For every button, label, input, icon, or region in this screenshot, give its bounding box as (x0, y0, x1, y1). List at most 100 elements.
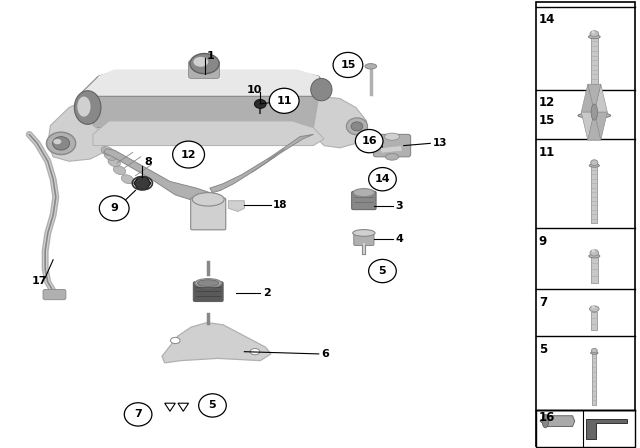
Ellipse shape (108, 158, 120, 167)
FancyBboxPatch shape (191, 198, 226, 230)
FancyBboxPatch shape (536, 410, 634, 447)
Text: 16: 16 (362, 136, 377, 146)
Text: 12: 12 (181, 150, 196, 159)
Text: 7: 7 (134, 409, 142, 419)
Ellipse shape (592, 31, 595, 34)
Text: 9: 9 (539, 235, 547, 248)
Ellipse shape (74, 90, 101, 124)
Ellipse shape (311, 78, 332, 101)
Text: 15: 15 (539, 114, 555, 127)
Text: 4: 4 (396, 234, 404, 244)
Ellipse shape (589, 164, 600, 167)
Polygon shape (93, 121, 324, 146)
Ellipse shape (591, 306, 595, 309)
Polygon shape (99, 69, 319, 81)
FancyBboxPatch shape (354, 232, 374, 246)
Polygon shape (595, 112, 607, 140)
Ellipse shape (170, 337, 180, 344)
Text: 1: 1 (207, 51, 215, 61)
Circle shape (369, 168, 396, 191)
Ellipse shape (591, 352, 598, 354)
Ellipse shape (353, 189, 374, 197)
Ellipse shape (589, 254, 600, 258)
Ellipse shape (588, 35, 600, 39)
Text: 12: 12 (539, 96, 555, 109)
Ellipse shape (195, 279, 221, 288)
Circle shape (355, 129, 383, 153)
Text: 13: 13 (433, 138, 447, 148)
Ellipse shape (590, 250, 598, 256)
Circle shape (198, 394, 227, 417)
Polygon shape (162, 323, 271, 363)
Ellipse shape (353, 229, 375, 237)
Text: 17: 17 (32, 276, 47, 286)
Circle shape (333, 52, 363, 78)
Circle shape (173, 141, 205, 168)
Text: 6: 6 (321, 349, 329, 359)
Polygon shape (134, 177, 151, 190)
Ellipse shape (190, 54, 219, 73)
Ellipse shape (591, 349, 597, 353)
FancyBboxPatch shape (591, 256, 598, 283)
Text: 14: 14 (539, 13, 555, 26)
Text: 5: 5 (379, 266, 387, 276)
Polygon shape (588, 112, 601, 140)
Ellipse shape (52, 137, 70, 150)
Ellipse shape (198, 280, 219, 287)
FancyBboxPatch shape (351, 191, 376, 210)
FancyBboxPatch shape (591, 37, 598, 84)
Polygon shape (93, 96, 319, 128)
Ellipse shape (591, 160, 598, 166)
Text: 5: 5 (539, 343, 547, 356)
Text: 16: 16 (539, 411, 555, 424)
Polygon shape (380, 146, 403, 153)
Ellipse shape (121, 175, 134, 184)
Ellipse shape (113, 166, 125, 175)
Polygon shape (586, 419, 627, 439)
Text: 11: 11 (539, 146, 555, 159)
Polygon shape (83, 72, 330, 96)
Polygon shape (104, 149, 210, 202)
Ellipse shape (365, 64, 376, 69)
Ellipse shape (193, 57, 208, 67)
Text: 14: 14 (374, 174, 390, 184)
FancyBboxPatch shape (43, 289, 66, 300)
Text: 10: 10 (247, 85, 262, 95)
Ellipse shape (351, 122, 363, 131)
FancyBboxPatch shape (193, 282, 223, 302)
Circle shape (99, 196, 129, 221)
Ellipse shape (591, 104, 598, 120)
Text: 2: 2 (263, 289, 271, 298)
FancyBboxPatch shape (591, 312, 597, 330)
Polygon shape (588, 84, 601, 112)
Text: 3: 3 (396, 201, 403, 211)
Text: 5: 5 (209, 401, 216, 410)
Ellipse shape (250, 349, 260, 355)
Ellipse shape (104, 151, 116, 160)
Ellipse shape (542, 414, 548, 428)
Ellipse shape (385, 133, 399, 140)
FancyBboxPatch shape (536, 2, 634, 446)
Ellipse shape (578, 113, 611, 118)
Polygon shape (228, 201, 244, 211)
Polygon shape (178, 403, 189, 411)
Ellipse shape (192, 193, 224, 206)
Text: 11: 11 (276, 96, 292, 106)
Polygon shape (581, 84, 595, 112)
Circle shape (369, 259, 396, 283)
Text: 7: 7 (539, 296, 547, 309)
Circle shape (124, 403, 152, 426)
FancyBboxPatch shape (373, 134, 411, 157)
Polygon shape (164, 403, 175, 411)
Ellipse shape (77, 97, 91, 116)
Polygon shape (581, 112, 595, 140)
Ellipse shape (592, 249, 595, 253)
FancyBboxPatch shape (189, 60, 220, 78)
Polygon shape (48, 96, 106, 161)
Ellipse shape (589, 306, 599, 312)
Ellipse shape (346, 118, 367, 135)
Polygon shape (210, 134, 314, 193)
Ellipse shape (47, 132, 76, 155)
Text: 9: 9 (110, 203, 118, 213)
Ellipse shape (255, 99, 266, 108)
